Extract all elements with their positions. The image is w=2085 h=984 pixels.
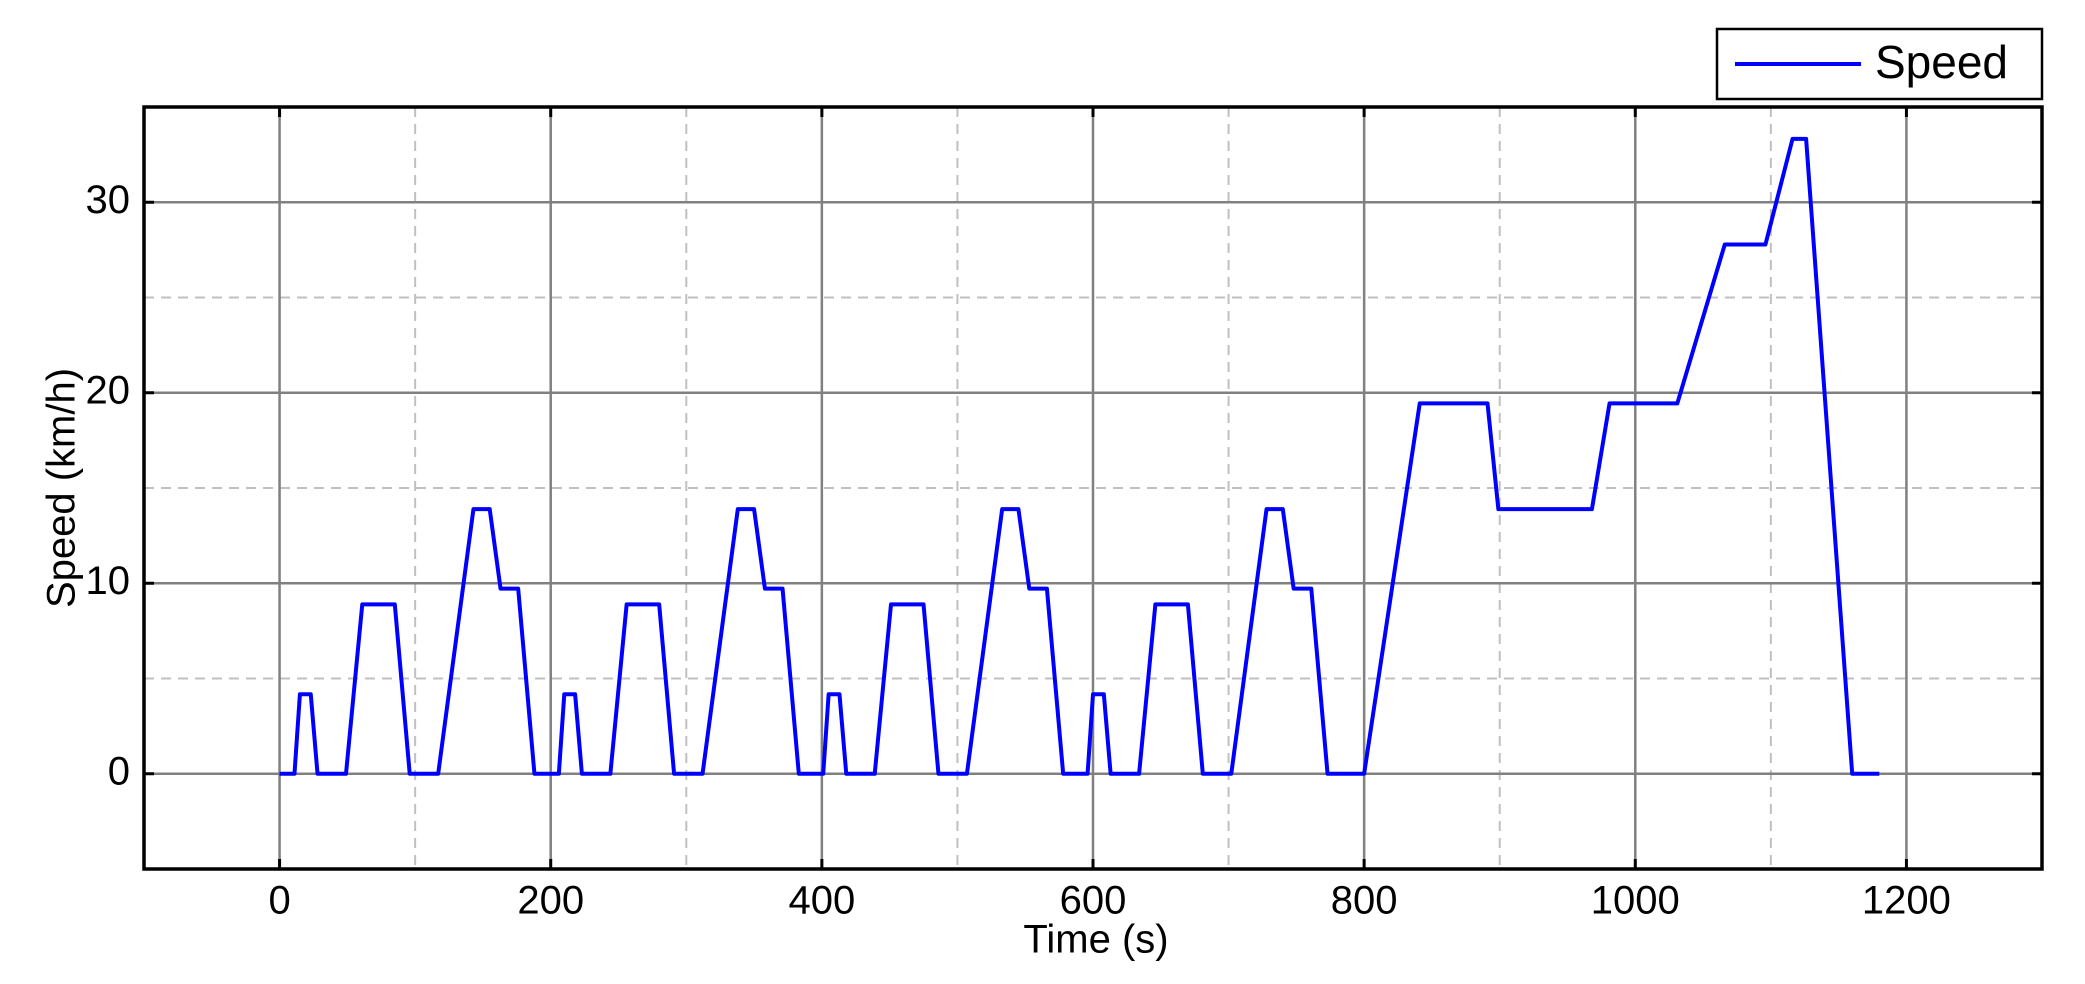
y-axis-title: Speed (km/h) xyxy=(40,368,84,608)
y-tick-label: 10 xyxy=(86,559,131,603)
y-tick-label: 20 xyxy=(86,368,131,412)
x-tick-label: 200 xyxy=(517,879,584,923)
x-tick-label: 0 xyxy=(268,879,290,923)
x-tick-label: 800 xyxy=(1331,879,1398,923)
x-tick-label: 600 xyxy=(1060,879,1127,923)
x-axis-title: Time (s) xyxy=(1023,918,1168,962)
x-tick-label: 1200 xyxy=(1862,879,1951,923)
y-tick-label: 30 xyxy=(86,178,131,222)
y-tick-label: 0 xyxy=(108,749,130,793)
x-tick-label: 1000 xyxy=(1591,879,1680,923)
legend-label: Speed xyxy=(1875,36,2008,88)
plot-frame xyxy=(142,105,2044,871)
x-tick-label: 400 xyxy=(788,879,855,923)
speed-line xyxy=(279,136,1880,776)
